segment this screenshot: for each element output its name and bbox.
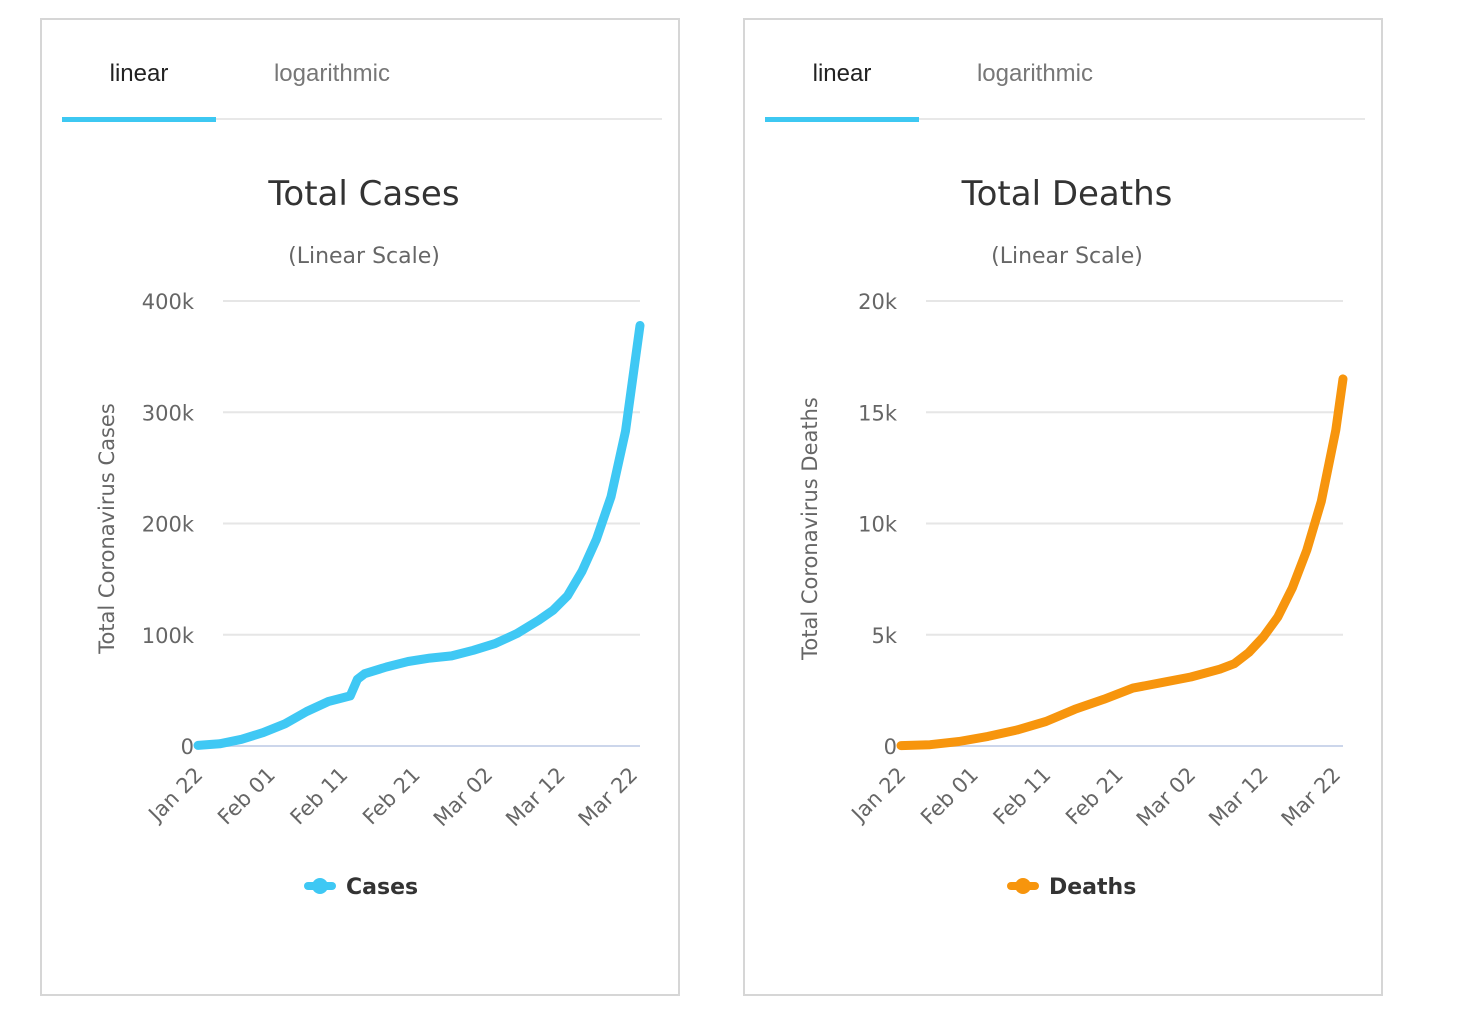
tab-logarithmic[interactable]: logarithmic (273, 60, 391, 87)
y-tick-label: 0 (884, 735, 897, 759)
y-tick-label: 0 (181, 735, 194, 759)
y-tick-label: 10k (858, 513, 898, 537)
legend-marker-icon (1015, 878, 1031, 894)
legend-marker-icon (312, 878, 328, 894)
tab-logarithmic[interactable]: logarithmic (976, 60, 1094, 87)
y-axis-title: Total Coronavirus Deaths (798, 397, 822, 661)
series-line[interactable] (896, 374, 1348, 751)
x-tick-label: Mar 22 (1277, 763, 1346, 832)
x-tick-label: Mar 12 (1204, 763, 1273, 832)
deaths-chart: Total Deaths (Linear Scale) 0 5k 10k 15k 20k Ja… (798, 174, 1348, 900)
x-tick-label: Feb 21 (1061, 763, 1128, 830)
chart-subtitle: (Linear Scale) (991, 244, 1143, 269)
deaths-chart-panel: linear logarithmic Total Deaths (Linear S… (743, 18, 1383, 996)
series-line[interactable] (193, 321, 645, 750)
legend-label: Deaths (1049, 875, 1136, 900)
x-tick-label: Feb 21 (358, 763, 425, 830)
y-tick-label: 15k (858, 401, 898, 425)
y-axis-title: Total Coronavirus Cases (95, 403, 119, 655)
chart-title: Total Cases (267, 174, 459, 214)
scale-tab-bar: linear logarithmic (62, 20, 662, 122)
y-tick-label: 300k (142, 401, 195, 425)
cases-chart: Total Cases (Linear Scale) 0 100k 200k 300k 40… (95, 174, 645, 900)
y-tick-label: 400k (142, 290, 195, 314)
tab-linear[interactable]: linear (109, 60, 169, 87)
x-tick-label: Mar 02 (1132, 763, 1201, 832)
x-tick-label: Jan 22 (143, 763, 208, 828)
legend-item[interactable]: Cases (304, 875, 418, 900)
cases-chart-panel: linear logarithmic Total Cases (Linear Sc… (40, 18, 680, 996)
chart-title: Total Deaths (961, 174, 1173, 214)
tab-linear[interactable]: linear (812, 60, 872, 87)
y-tick-label: 20k (858, 290, 898, 314)
x-tick-label: Jan 22 (846, 763, 911, 828)
x-tick-label: Feb 01 (916, 763, 983, 830)
scale-tab-bar: linear logarithmic (765, 20, 1365, 122)
y-tick-label: 200k (142, 513, 195, 537)
x-tick-label: Feb 11 (286, 763, 353, 830)
active-tab-indicator (765, 117, 919, 122)
active-tab-indicator (62, 117, 216, 122)
x-tick-label: Mar 22 (574, 763, 643, 832)
x-tick-label: Mar 02 (429, 763, 498, 832)
y-tick-label: 100k (142, 624, 195, 648)
chart-subtitle: (Linear Scale) (288, 244, 440, 269)
x-tick-label: Feb 11 (989, 763, 1056, 830)
legend-item[interactable]: Deaths (1007, 875, 1136, 900)
x-tick-label: Feb 01 (213, 763, 280, 830)
y-tick-label: 5k (871, 624, 897, 648)
x-tick-label: Mar 12 (501, 763, 570, 832)
legend-label: Cases (346, 875, 418, 900)
